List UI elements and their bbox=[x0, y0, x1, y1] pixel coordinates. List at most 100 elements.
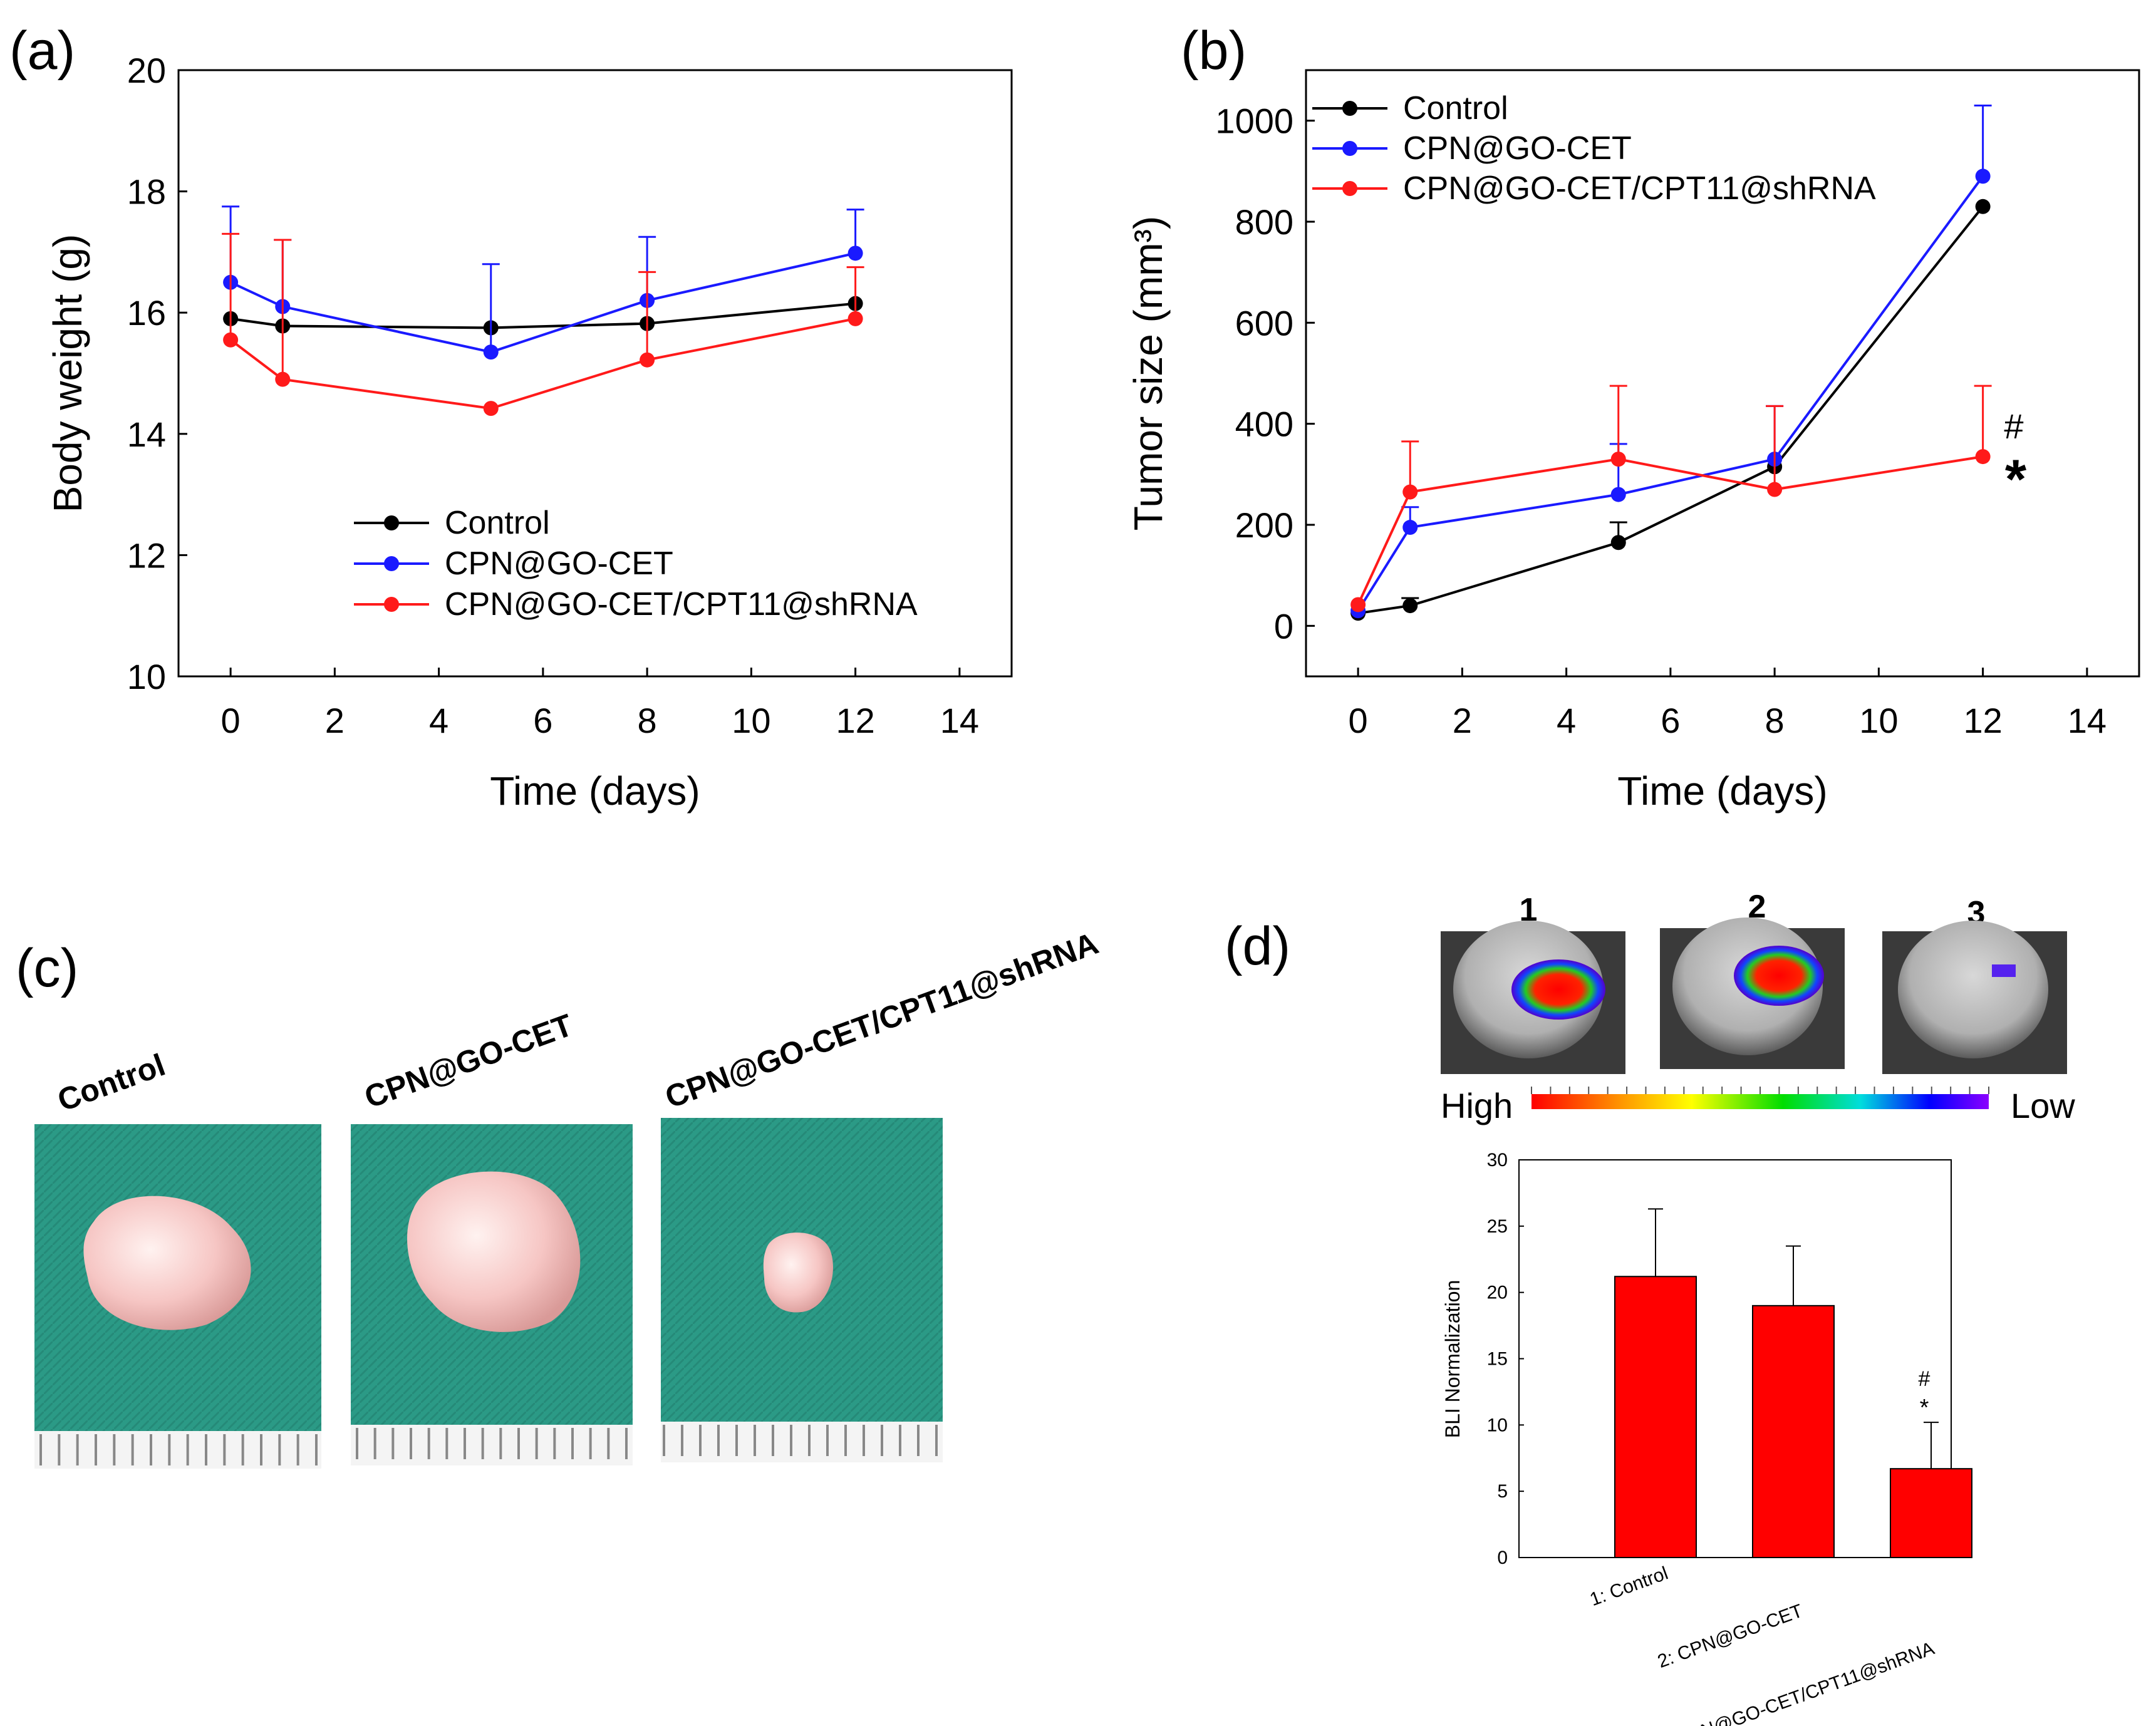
x-category-label: 2: CPN@GO-CET bbox=[1655, 1601, 1805, 1672]
bar bbox=[1890, 1468, 1972, 1559]
panel-d-y-ticks: 0 5 10 15 20 25 30 bbox=[1487, 1150, 1524, 1568]
tumor-cpn bbox=[407, 1171, 581, 1332]
y-tick-label: 18 bbox=[127, 172, 166, 212]
y-tick-label: 10 bbox=[127, 657, 166, 696]
mouse-body bbox=[1898, 921, 2048, 1058]
panel-d-star-annotation: * bbox=[1920, 1395, 1929, 1421]
legend-label: CPN@GO-CET bbox=[1403, 130, 1632, 167]
panel-b-hash-annotation: # bbox=[2004, 406, 2023, 446]
y-tick-label: 30 bbox=[1487, 1150, 1508, 1170]
series-line bbox=[1357, 175, 1984, 612]
series-line bbox=[229, 317, 856, 410]
y-tick-label: 10 bbox=[1487, 1415, 1508, 1435]
legend-marker bbox=[1342, 101, 1357, 116]
y-tick-label: 200 bbox=[1235, 505, 1293, 545]
x-tick-label: 2 bbox=[325, 701, 345, 740]
signal-spot bbox=[1992, 964, 2016, 977]
photo-label-control: Control bbox=[53, 1047, 170, 1118]
data-point bbox=[1975, 168, 1991, 184]
ruler bbox=[661, 1422, 943, 1462]
y-tick-label: 0 bbox=[1274, 606, 1293, 646]
x-tick-label: 2 bbox=[1453, 701, 1472, 740]
bar bbox=[1752, 1305, 1835, 1558]
series-line bbox=[1357, 205, 1984, 615]
tumor-control bbox=[83, 1196, 251, 1330]
ruler-ticks bbox=[39, 1434, 318, 1465]
data-point bbox=[1610, 452, 1626, 467]
x-tick-label: 4 bbox=[429, 701, 448, 740]
panel-a-x-ticks: 0 2 4 6 8 10 12 14 bbox=[221, 668, 979, 740]
panel-a-plot-frame bbox=[177, 69, 1013, 678]
panel-a-x-axis-title: Time (days) bbox=[490, 768, 700, 814]
series-line bbox=[1357, 455, 1983, 606]
signal-spot bbox=[1511, 959, 1605, 1020]
panel-c-tumor-photos: (c) Control CPN@GO-CET CPN@GO-CET/CPT11@… bbox=[16, 926, 1103, 1469]
y-tick-label: 15 bbox=[1487, 1349, 1508, 1370]
tumor-photo-combo bbox=[661, 1118, 943, 1462]
x-tick-label: 12 bbox=[1963, 701, 2002, 740]
bli-image-3 bbox=[1882, 921, 2067, 1074]
panel-b-star-annotation: * bbox=[2005, 448, 2027, 510]
data-point bbox=[275, 371, 291, 387]
ruler-ticks bbox=[663, 1425, 938, 1456]
tumor-photo-cpn bbox=[351, 1124, 633, 1465]
data-point bbox=[1610, 487, 1626, 502]
x-tick-label: 10 bbox=[1859, 701, 1898, 740]
series-cpn-go-cet-cpt11-shrna bbox=[1350, 385, 1992, 612]
x-tick-label: 0 bbox=[1349, 701, 1368, 740]
panel-b-y-ticks: 0 200 400 600 800 1000 bbox=[1215, 101, 1315, 646]
legend-marker bbox=[1342, 141, 1357, 156]
data-point bbox=[847, 311, 863, 326]
panel-b-label: (b) bbox=[1181, 21, 1246, 81]
tumor-combo bbox=[763, 1232, 833, 1313]
scale-low-label: Low bbox=[2011, 1086, 2075, 1125]
panel-b-series bbox=[1350, 104, 1992, 621]
series-cpn-go-cet-cpt11-shrna bbox=[222, 232, 864, 416]
photo-label-cpn: CPN@GO-CET bbox=[360, 1007, 578, 1115]
photo-label-combo: CPN@GO-CET/CPT11@shRNA bbox=[661, 926, 1103, 1115]
x-tick-label: 14 bbox=[2068, 701, 2107, 740]
y-tick-label: 20 bbox=[1487, 1283, 1508, 1303]
panel-a-legend: Control CPN@GO-CET CPN@GO-CET/CPT11@shRNA bbox=[354, 505, 918, 623]
data-point bbox=[1975, 449, 1991, 465]
y-tick-label: 25 bbox=[1487, 1216, 1508, 1237]
panel-b-plot-frame bbox=[1305, 69, 2140, 678]
panel-c-label: (c) bbox=[16, 938, 78, 998]
panel-b-x-ticks: 0 2 4 6 8 10 12 14 bbox=[1349, 668, 2107, 740]
panel-a-y-ticks: 10 12 14 16 18 20 bbox=[127, 51, 187, 696]
legend-label: CPN@GO-CET bbox=[445, 545, 673, 582]
y-tick-label: 600 bbox=[1235, 303, 1293, 343]
series-control bbox=[1350, 199, 1991, 621]
data-point bbox=[1402, 484, 1418, 500]
panel-d-bars bbox=[1614, 1208, 1972, 1559]
y-tick-label: 20 bbox=[127, 51, 166, 90]
x-tick-label: 6 bbox=[533, 701, 552, 740]
data-point bbox=[1350, 597, 1366, 612]
color-scale-bar bbox=[1531, 1094, 1989, 1109]
legend-label: CPN@GO-CET/CPT11@shRNA bbox=[445, 586, 918, 623]
panel-d-y-axis-title: BLI Normalization bbox=[1441, 1280, 1464, 1439]
data-point bbox=[1767, 482, 1783, 497]
y-tick-label: 12 bbox=[127, 535, 166, 575]
scale-high-label: High bbox=[1441, 1086, 1513, 1125]
x-tick-label: 14 bbox=[940, 701, 979, 740]
legend-label: CPN@GO-CET/CPT11@shRNA bbox=[1403, 170, 1876, 207]
color-scale-ticks bbox=[1531, 1087, 1989, 1094]
x-tick-label: 4 bbox=[1557, 701, 1576, 740]
data-point bbox=[1402, 598, 1418, 614]
x-tick-label: 0 bbox=[221, 701, 241, 740]
bli-image-1 bbox=[1441, 921, 1625, 1074]
legend-marker bbox=[384, 597, 399, 612]
ruler bbox=[34, 1431, 321, 1469]
data-point bbox=[847, 245, 863, 261]
y-tick-label: 1000 bbox=[1215, 101, 1293, 141]
data-point bbox=[1975, 199, 1991, 214]
bli-image-2 bbox=[1660, 917, 1845, 1069]
ruler-ticks bbox=[356, 1428, 628, 1459]
data-point bbox=[640, 352, 655, 368]
y-tick-label: 0 bbox=[1497, 1548, 1508, 1568]
y-tick-label: 16 bbox=[127, 293, 166, 333]
